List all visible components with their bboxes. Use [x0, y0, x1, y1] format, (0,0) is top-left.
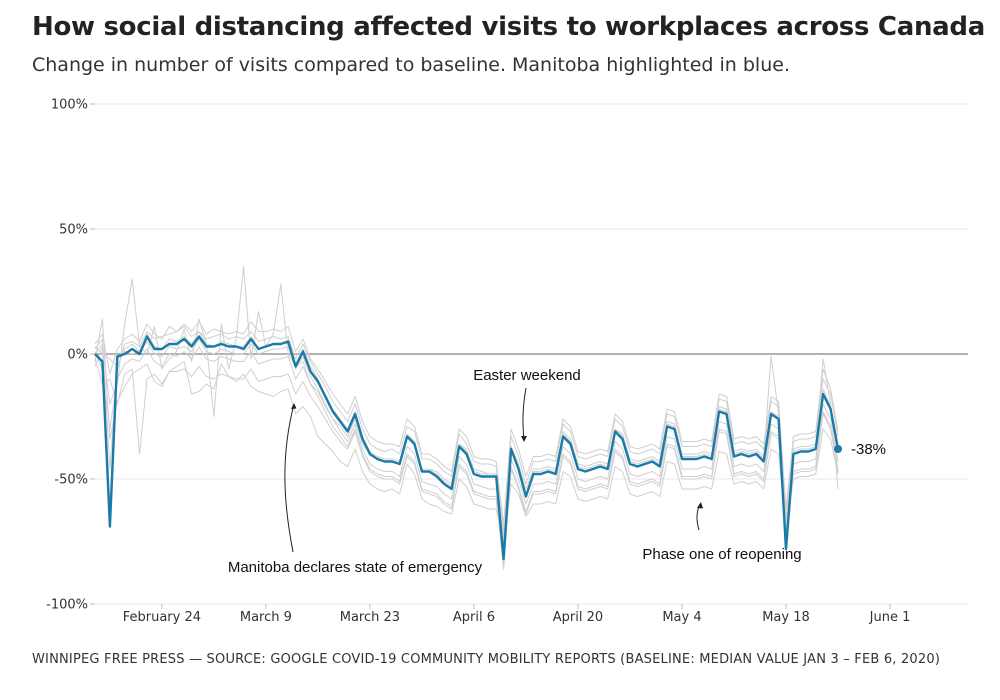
easter-annotation-arrow: [522, 387, 527, 441]
highlight-series-layer: [94, 335, 840, 561]
grid-layer: [90, 103, 968, 605]
x-tick-label: May 4: [662, 610, 701, 625]
chart-title: How social distancing affected visits to…: [32, 12, 985, 42]
annotation-label-easter: Easter weekend: [473, 367, 581, 384]
x-axis-ticks: February 24 March 9 March 23 April 6 April 2…: [123, 604, 911, 625]
y-axis-ticks: 100% 50% 0% -50% -100%: [46, 98, 88, 613]
chart-subtitle: Change in number of visits compared to b…: [32, 54, 790, 76]
context-series-line: [94, 326, 839, 532]
easter-annotation-arrowhead: [521, 436, 527, 442]
annotation-label-emergency: Manitoba declares state of emergency: [228, 559, 483, 576]
source-footer: WINNIPEG FREE PRESS — SOURCE: GOOGLE COV…: [32, 652, 941, 667]
x-tick-label: May 18: [762, 610, 810, 625]
x-tick-label: March 9: [240, 610, 292, 625]
x-tick-label: April 6: [453, 610, 495, 625]
highlight-series-line: [94, 335, 840, 561]
y-tick-label: -50%: [54, 473, 88, 488]
x-tick-label: February 24: [123, 610, 201, 625]
highlight-end-label: -38%: [851, 441, 886, 458]
context-series-line: [94, 321, 839, 525]
endpoint-layer: -38%: [834, 441, 886, 458]
context-series-line: [94, 318, 839, 547]
emergency-annotation-arrow: [284, 403, 295, 553]
reopening-annotation-arrowhead: [697, 502, 703, 509]
context-series-line: [94, 358, 839, 570]
x-tick-label: June 1: [869, 610, 911, 625]
emergency-annotation-arrowhead: [291, 403, 297, 409]
y-tick-label: 50%: [59, 223, 88, 238]
y-tick-label: 100%: [51, 98, 88, 113]
annotation-label-reopening: Phase one of reopening: [642, 546, 801, 563]
y-tick-label: 0%: [67, 348, 88, 363]
x-tick-label: April 20: [553, 610, 603, 625]
y-tick-label: -100%: [46, 598, 88, 613]
x-tick-label: March 23: [340, 610, 400, 625]
annotation-layer: Manitoba declares state of emergency Eas…: [228, 367, 802, 576]
highlight-end-point: [834, 445, 842, 453]
